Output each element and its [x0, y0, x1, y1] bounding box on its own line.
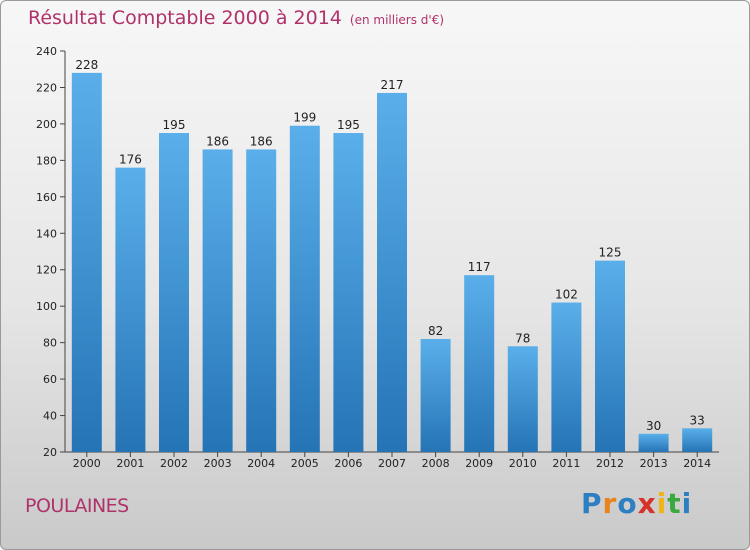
bar-2005 [289, 125, 320, 453]
x-tick-label-2013: 2013 [640, 457, 668, 470]
y-axis: 20 40 60 80 100 120 140 160 180 200 220 240 [36, 45, 66, 459]
data-label-2012: 125 [599, 246, 622, 260]
bars [71, 72, 713, 453]
commune-name: POULAINES [25, 495, 129, 517]
y-tick-label: 140 [36, 227, 57, 240]
chart-title-unit: (en milliers d'€) [349, 13, 445, 27]
logo-letter: x [637, 487, 657, 520]
x-tick-label-2000: 2000 [73, 457, 101, 470]
logo-letter: P [581, 487, 603, 520]
y-tick-label: 60 [43, 373, 57, 386]
data-label-2014: 33 [690, 413, 705, 427]
chart-title-text: Résultat Comptable 2000 à 2014 [28, 7, 342, 29]
x-tick-label-2012: 2012 [596, 457, 624, 470]
x-tick-label-2005: 2005 [291, 457, 319, 470]
x-axis: 2000 2001 2002 2003 2004 2005 2006 2007 2008 2009… [65, 451, 719, 470]
bar-2009 [464, 275, 495, 452]
bar-2006 [333, 133, 364, 453]
chart-title: Résultat Comptable 2000 à 2014 (en millie… [28, 7, 444, 29]
data-label-2010: 78 [515, 331, 530, 345]
y-tick-label: 100 [36, 300, 57, 313]
data-label-2005: 199 [293, 111, 316, 125]
y-tick-label: 220 [36, 81, 57, 94]
proxiti-logo: Proxiti [581, 487, 692, 520]
data-labels: 228 176 195 186 186 199 195 217 82 117 78 102 125 30 3… [75, 58, 704, 433]
x-tick-label-2003: 2003 [204, 457, 232, 470]
bar-2003 [202, 149, 233, 452]
data-label-2013: 30 [646, 419, 661, 433]
data-label-2009: 117 [468, 260, 491, 274]
x-tick-label-2009: 2009 [465, 457, 493, 470]
logo-letter: r [602, 487, 618, 520]
data-label-2001: 176 [119, 153, 142, 167]
x-tick-label-2004: 2004 [247, 457, 275, 470]
bar-2007 [377, 92, 407, 452]
data-label-2011: 102 [555, 288, 578, 302]
y-tick-label: 40 [43, 410, 57, 423]
bar-2004 [246, 149, 277, 452]
x-tick-label-2014: 2014 [683, 457, 711, 470]
x-tick-label-2010: 2010 [509, 457, 537, 470]
data-label-2006: 195 [337, 118, 360, 132]
x-tick-label-2001: 2001 [116, 457, 144, 470]
y-tick-label: 120 [36, 264, 57, 277]
data-label-2004: 186 [250, 134, 273, 148]
bar-2001 [115, 167, 146, 452]
y-tick-label: 200 [36, 118, 57, 131]
bar-2012 [595, 260, 625, 452]
y-tick-label: 180 [36, 154, 57, 167]
x-tick-label-2011: 2011 [552, 457, 580, 470]
bar-2008 [420, 338, 451, 452]
x-tick-label-2007: 2007 [378, 457, 406, 470]
y-tick-label: 240 [36, 45, 57, 58]
data-label-2003: 186 [206, 134, 229, 148]
data-label-2000: 228 [75, 58, 98, 72]
y-tick-label: 20 [43, 446, 57, 459]
logo-letter: t [667, 487, 682, 520]
bar-2002 [159, 133, 189, 453]
x-tick-label-2008: 2008 [422, 457, 450, 470]
bar-2011 [551, 302, 582, 452]
x-tick-label-2002: 2002 [160, 457, 188, 470]
data-label-2008: 82 [428, 324, 443, 338]
y-tick-label: 80 [43, 337, 57, 350]
bar-2013 [638, 433, 669, 452]
data-label-2002: 195 [163, 118, 186, 132]
x-tick-label-2006: 2006 [334, 457, 362, 470]
logo-letter: o [617, 487, 638, 520]
logo-letter: i [681, 487, 693, 520]
bar-2014 [682, 428, 713, 452]
bar-2010 [507, 346, 538, 452]
bar-2000 [71, 72, 102, 452]
y-tick-label: 160 [36, 191, 57, 204]
data-label-2007: 217 [381, 78, 404, 92]
logo-letter: i [656, 487, 668, 520]
